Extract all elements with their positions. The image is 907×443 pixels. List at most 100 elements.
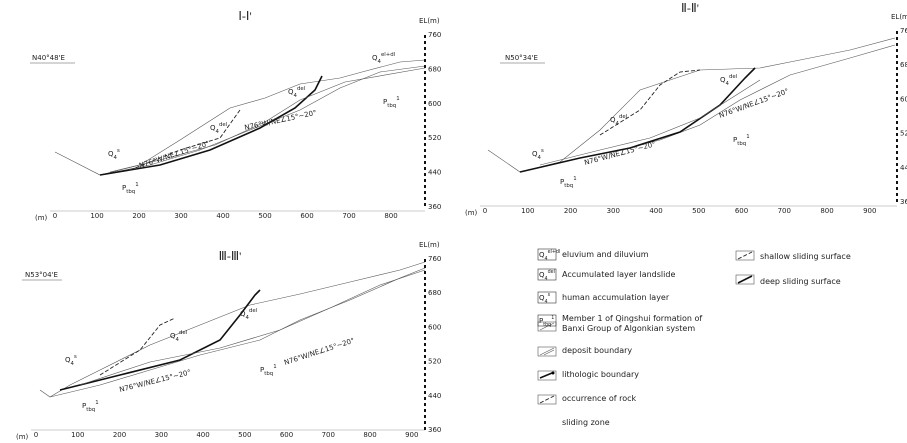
symbol-label: Q4del	[240, 308, 257, 321]
symbol-sub: 4	[294, 93, 298, 99]
y-tick-label: 520	[900, 130, 907, 138]
y-tick-label: 440	[428, 169, 441, 177]
y-tick-label: 680	[900, 61, 907, 69]
y-tick-label: 520	[428, 358, 441, 366]
y-tick-label: 440	[428, 392, 441, 400]
direction-label: N53°04'E	[25, 271, 58, 279]
symbol-label: Ptbq1	[560, 176, 577, 189]
symbol-sup: s	[117, 148, 120, 154]
x-tick-label: 100	[71, 431, 84, 439]
x-unit: (m)	[465, 209, 478, 217]
x-tick-label: 800	[820, 207, 833, 215]
page: Ⅰ-Ⅰ'N40°48'EEL(m)(m)01002003004005006007…	[0, 0, 907, 443]
symbol-sub: tbq	[264, 371, 273, 377]
symbol-sup: del	[179, 330, 187, 336]
symbol-sup: 1	[273, 364, 276, 370]
y-tick-label: 680	[428, 289, 441, 297]
y-tick-label: 760	[428, 31, 441, 39]
symbol-sup: 1	[551, 315, 554, 321]
symbol-sub: 4	[545, 299, 548, 305]
symbol-label: Ptbq1	[260, 364, 277, 377]
symbol-sub: 4	[114, 155, 118, 161]
x-tick-label: 300	[174, 212, 187, 220]
symbol-sup: del	[297, 86, 305, 92]
x-tick-label: 400	[216, 212, 229, 220]
x-tick-label: 200	[564, 207, 577, 215]
x-tick-label: 100	[521, 207, 534, 215]
legend-text: human accumulation layer	[562, 293, 670, 302]
x-unit: (m)	[16, 433, 29, 441]
symbol-sup: 1	[135, 182, 138, 188]
symbol-sub: 4	[176, 337, 180, 343]
section-3-profiles	[22, 262, 425, 397]
x-tick-label: 700	[342, 212, 355, 220]
section-2-profiles	[488, 38, 895, 172]
symbol-sup: 1	[573, 176, 576, 182]
x-tick-label: 100	[90, 212, 103, 220]
symbol-sup: s	[541, 148, 544, 154]
x-tick-label: 600	[280, 431, 293, 439]
symbol-sup: del	[619, 114, 627, 120]
y-tick-label: 360	[428, 426, 441, 434]
legend-text: eluvium and diluvium	[562, 250, 649, 259]
axis-label: EL(m)	[891, 13, 907, 21]
symbol-sub: tbq	[387, 103, 396, 109]
section-title: Ⅱ-Ⅱ'	[681, 1, 699, 15]
axis-label: EL(m)	[419, 17, 440, 25]
x-tick-label: 700	[322, 431, 335, 439]
symbol-label: Ptbq1	[383, 96, 400, 109]
x-tick-label: 900	[863, 207, 876, 215]
legend-text-line: Member 1 of Qingshui formation of	[562, 314, 702, 323]
symbol-sup: 1	[95, 400, 98, 406]
x-tick-label: 700	[778, 207, 791, 215]
x-tick-label: 200	[113, 431, 126, 439]
symbol-sub: 4	[726, 81, 730, 87]
symbol-sub: 4	[216, 129, 220, 135]
x-tick-label: 300	[607, 207, 620, 215]
symbol-label: Ptbq1	[733, 134, 750, 147]
legend-text: deposit boundary	[562, 346, 632, 355]
symbol-sub: tbq	[543, 322, 551, 328]
symbol-label: Q4el+dl	[372, 52, 395, 65]
symbol-sup: del	[548, 269, 555, 275]
symbol-sup: el+dl	[548, 249, 561, 255]
y-tick-label: 520	[428, 134, 441, 142]
legend-text: sliding zone	[562, 418, 610, 427]
x-tick-label: 400	[649, 207, 662, 215]
symbol-sub: 4	[71, 361, 75, 367]
section-title: Ⅲ-Ⅲ'	[219, 249, 242, 263]
y-tick-label: 360	[900, 198, 907, 206]
x-unit: (m)	[35, 214, 48, 222]
symbol-sub: tbq	[737, 141, 746, 147]
x-tick-label: 800	[384, 212, 397, 220]
symbol-label: Ptbq1	[122, 182, 139, 195]
y-tick-label: 600	[428, 100, 441, 108]
symbol-sup: s	[548, 293, 551, 298]
symbol-sup: s	[74, 354, 77, 360]
symbol-sub: tbq	[564, 183, 573, 189]
y-tick-label: 680	[428, 65, 441, 73]
legend-text-line: Banxi Group of Algonkian system	[562, 324, 695, 333]
symbol-sub: 4	[545, 276, 548, 282]
symbol-sub: 4	[246, 315, 250, 321]
legend-text: Accumulated layer landslide	[562, 270, 675, 279]
legend-text: lithologic boundary	[562, 370, 639, 379]
y-tick-label: 440	[900, 164, 907, 172]
symbol-label: Q4s	[65, 354, 77, 367]
x-tick-label: 300	[155, 431, 168, 439]
symbol-label: Ptbq1	[82, 400, 99, 413]
occurrence-label: N76°W/NE∠15°~20°	[718, 87, 790, 120]
symbol-label: Q4s	[108, 148, 120, 161]
direction-label: N50°34'E	[505, 54, 538, 62]
occurrence-label: N76°W/NE∠15°~20°	[583, 140, 656, 167]
symbol-label: Q4del	[610, 114, 627, 127]
x-tick-label: 600	[735, 207, 748, 215]
axis-label: EL(m)	[419, 241, 440, 249]
occurrence-label: N76°W/NE∠15°~20°	[138, 140, 210, 170]
x-tick-label: 800	[363, 431, 376, 439]
x-tick-label: 0	[483, 207, 487, 215]
x-tick-label: 900	[405, 431, 418, 439]
y-tick-label: 760	[428, 255, 441, 263]
symbol-label: Q4del	[720, 74, 737, 87]
symbol-sub: 4	[378, 59, 382, 65]
